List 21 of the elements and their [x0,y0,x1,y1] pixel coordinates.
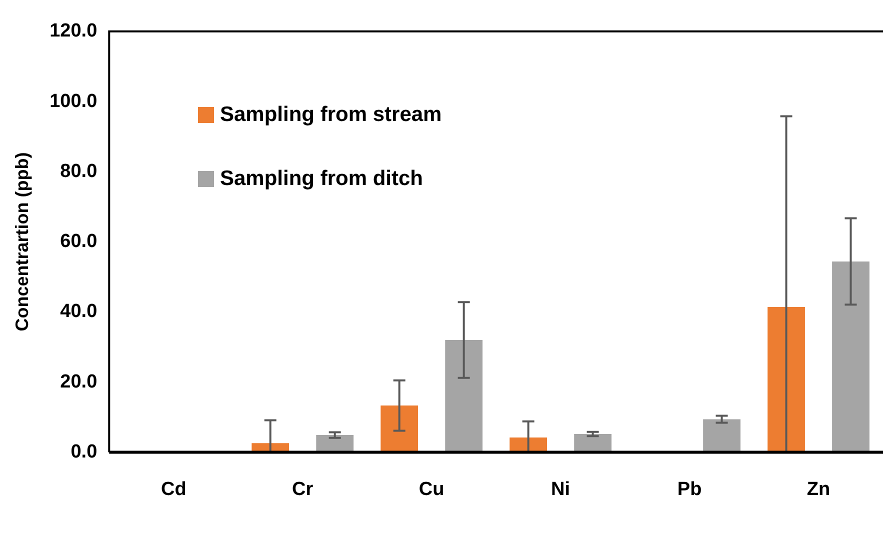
y-tick-label: 120.0 [50,20,98,42]
bar [703,419,740,452]
x-tick-label: Cu [418,478,444,500]
x-tick-label: Pb [677,478,702,500]
x-tick-label: Ni [551,478,570,500]
y-tick-label: 80.0 [60,160,98,182]
bar [832,261,870,452]
bar [768,307,805,452]
bar [445,340,483,452]
y-tick-label: 100.0 [50,90,98,112]
y-tick-label: 20.0 [60,371,98,392]
y-tick-label: 40.0 [60,301,98,322]
y-axis-title: Concentrartion (ppb) [12,152,32,332]
x-tick-label: Cr [292,478,314,500]
x-tick-label: Zn [806,478,830,500]
x-tick-label: Cd [160,478,186,500]
legend-label: Sampling from ditch [220,167,424,191]
legend-label: Sampling from stream [220,103,442,127]
bar [380,406,418,452]
y-tick-label: 60.0 [60,231,98,252]
y-tick-label: 0.0 [70,441,98,462]
